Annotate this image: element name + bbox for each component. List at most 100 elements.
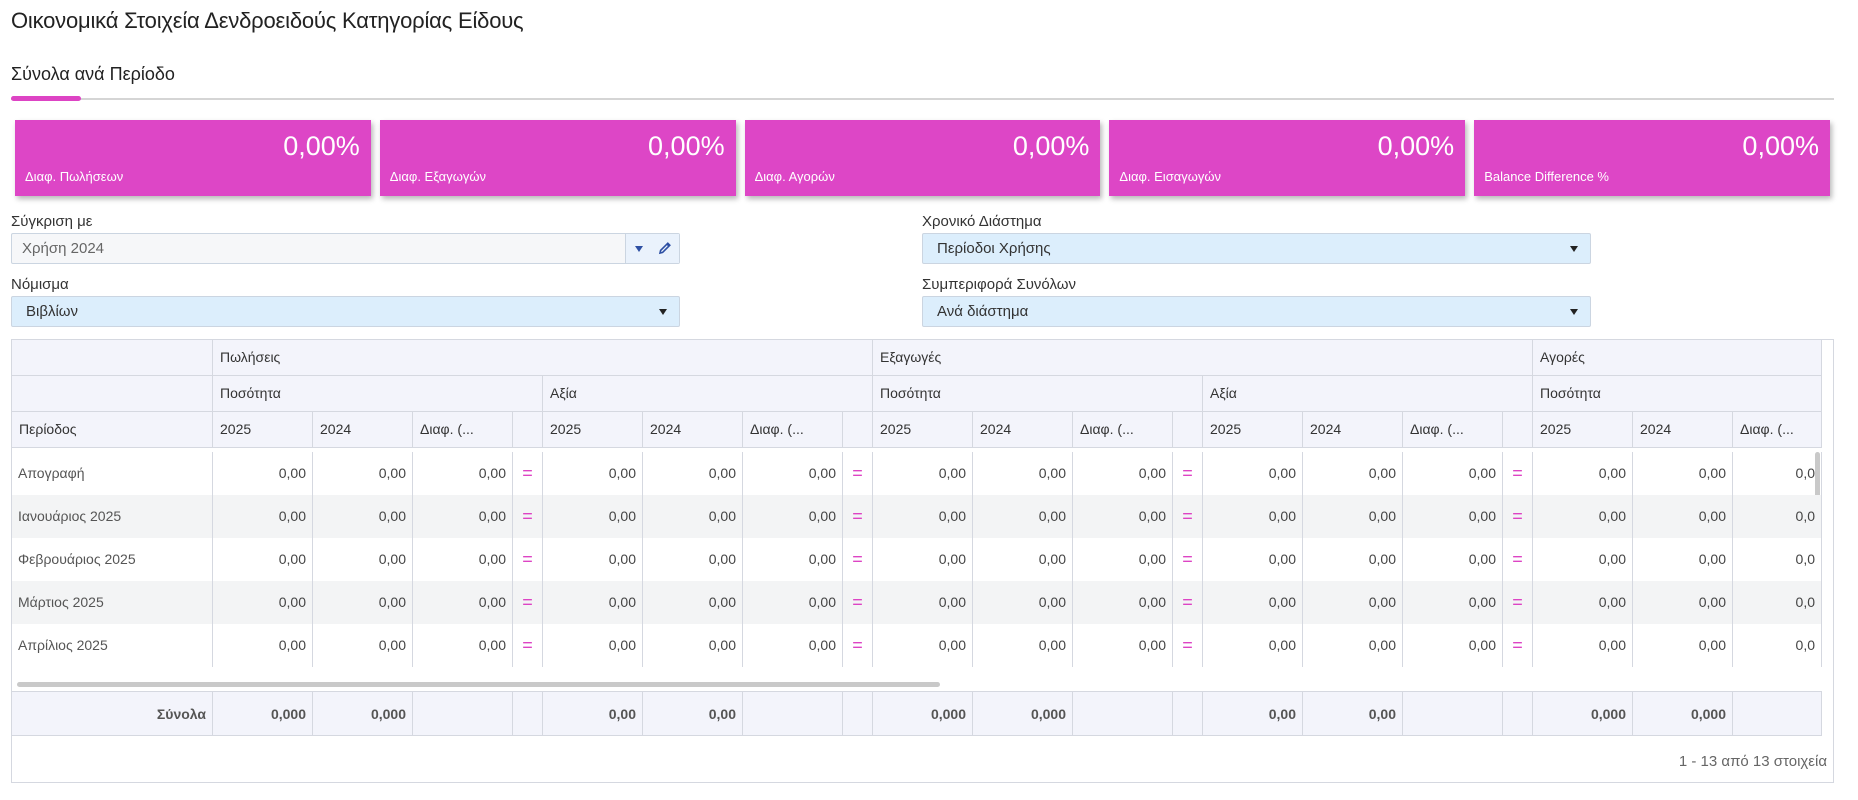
equal-indicator-icon: = xyxy=(843,452,873,495)
value-cell: 0,00 xyxy=(643,495,743,538)
header-column[interactable]: Διαφ. (... xyxy=(1073,412,1173,448)
table-row[interactable]: Φεβρουάριος 2025 0,00 0,00 0,00 = 0,00 0,00 0,0… xyxy=(12,538,1822,581)
kpi-value: 0,00% xyxy=(648,131,725,161)
header-subgroup[interactable]: Αξία xyxy=(1203,376,1533,412)
kpi-label: Διαφ. Αγορών xyxy=(754,169,835,184)
header-column[interactable]: Διαφ. (... xyxy=(743,412,843,448)
header-column[interactable]: 2025 xyxy=(1533,412,1633,448)
header-column[interactable]: 2024 xyxy=(973,412,1073,448)
equal-indicator-icon: = xyxy=(1173,452,1203,495)
equal-indicator-icon: = xyxy=(843,624,873,667)
header-group-0[interactable]: Πωλήσεις xyxy=(213,340,873,376)
header-eq-column[interactable] xyxy=(1503,412,1533,448)
currency-select[interactable]: Βιβλίων xyxy=(11,296,680,327)
pencil-icon[interactable] xyxy=(657,239,673,257)
kpi-card: 0,00% Διαφ. Εξαγωγών xyxy=(379,120,736,196)
table-row[interactable]: Απρίλιος 2025 0,00 0,00 0,00 = 0,00 0,00 0,00 = 0… xyxy=(12,624,1822,667)
totals-behavior-select[interactable]: Ανά διάστημα xyxy=(922,296,1591,327)
total-value-cell: 0,000 xyxy=(873,692,973,736)
total-value-cell: 0,000 xyxy=(313,692,413,736)
value-cell: 0,00 xyxy=(643,581,743,624)
horizontal-scrollbar[interactable] xyxy=(17,682,940,687)
value-cell: 0,00 xyxy=(743,452,843,495)
header-column[interactable]: 2024 xyxy=(643,412,743,448)
value-cell: 0,00 xyxy=(1203,452,1303,495)
value-cell: 0,00 xyxy=(543,581,643,624)
value-cell: 0,0 xyxy=(1733,495,1822,538)
header-group-1[interactable]: Εξαγωγές xyxy=(873,340,1533,376)
value-cell: 0,00 xyxy=(213,538,313,581)
header-column[interactable]: 2024 xyxy=(313,412,413,448)
value-cell: 0,0 xyxy=(1733,538,1822,581)
value-cell: 0,00 xyxy=(213,495,313,538)
header-column[interactable]: Διαφ. (... xyxy=(1403,412,1503,448)
kpi-card: 0,00% Διαφ. Αγορών xyxy=(744,120,1101,196)
value-cell: 0,00 xyxy=(1203,538,1303,581)
value-cell: 0,00 xyxy=(973,624,1073,667)
header-column[interactable]: 2025 xyxy=(873,412,973,448)
value-cell: 0,00 xyxy=(743,581,843,624)
header-group-2[interactable]: Αγορές xyxy=(1533,340,1822,376)
header-column[interactable]: 2024 xyxy=(1303,412,1403,448)
header-period[interactable]: Περίοδος xyxy=(12,412,213,448)
value-cell: 0,00 xyxy=(873,452,973,495)
header-column[interactable]: 2025 xyxy=(543,412,643,448)
equal-indicator-icon: = xyxy=(1173,538,1203,581)
tab-label: Σύνολα ανά Περίοδο xyxy=(11,64,175,84)
compare-combobox[interactable]: Χρήση 2024 xyxy=(11,233,680,264)
total-value-cell: 0,00 xyxy=(543,692,643,736)
header-eq-column[interactable] xyxy=(513,412,543,448)
value-cell: 0,00 xyxy=(313,538,413,581)
period-range-value: Περίοδοι Χρήσης xyxy=(937,240,1051,257)
table-row[interactable]: Ιανουάριος 2025 0,00 0,00 0,00 = 0,00 0,00 0,00… xyxy=(12,495,1822,538)
value-cell: 0,00 xyxy=(1633,495,1733,538)
tab-totals-per-period[interactable]: Σύνολα ανά Περίοδο xyxy=(11,64,175,85)
value-cell: 0,00 xyxy=(1303,495,1403,538)
value-cell: 0,00 xyxy=(1533,538,1633,581)
header-subgroup[interactable]: Ποσότητα xyxy=(1533,376,1822,412)
header-column[interactable]: 2025 xyxy=(213,412,313,448)
header-column[interactable]: Διαφ. (... xyxy=(1733,412,1822,448)
totals-row: Σύνολα 0,000 0,000 0,00 0,00 0,000 0,000 0,00 0,… xyxy=(12,691,1822,736)
caret-down-icon xyxy=(1570,309,1578,315)
totals-behavior-value: Ανά διάστημα xyxy=(937,303,1029,320)
value-cell: 0,00 xyxy=(313,495,413,538)
value-cell: 0,00 xyxy=(1533,624,1633,667)
header-column[interactable]: 2025 xyxy=(1203,412,1303,448)
equal-indicator-icon: = xyxy=(843,538,873,581)
table-row[interactable]: Μάρτιος 2025 0,00 0,00 0,00 = 0,00 0,00 0,00 = 0,… xyxy=(12,581,1822,624)
equal-indicator-icon: = xyxy=(513,452,543,495)
header-column[interactable]: 2024 xyxy=(1633,412,1733,448)
value-cell: 0,00 xyxy=(643,624,743,667)
header-eq-column[interactable] xyxy=(843,412,873,448)
header-subgroup[interactable]: Ποσότητα xyxy=(873,376,1203,412)
header-subgroup[interactable]: Αξία xyxy=(543,376,873,412)
total-empty-cell xyxy=(1173,692,1203,736)
value-cell: 0,00 xyxy=(1073,624,1173,667)
kpi-card: 0,00% Διαφ. Εισαγωγών xyxy=(1109,120,1466,196)
header-eq-column[interactable] xyxy=(1173,412,1203,448)
value-cell: 0,00 xyxy=(873,495,973,538)
header-subgroup[interactable]: Ποσότητα xyxy=(213,376,543,412)
value-cell: 0,00 xyxy=(1533,581,1633,624)
compare-value: Χρήση 2024 xyxy=(22,240,105,257)
value-cell: 0,00 xyxy=(1303,581,1403,624)
value-cell: 0,00 xyxy=(1533,495,1633,538)
vertical-scrollbar[interactable] xyxy=(1815,452,1820,534)
value-cell: 0,00 xyxy=(543,538,643,581)
value-cell: 0,00 xyxy=(413,624,513,667)
table-row[interactable]: Απογραφή 0,00 0,00 0,00 = 0,00 0,00 0,00 = 0,00 0,… xyxy=(12,452,1822,495)
kpi-card: 0,00% Διαφ. Πωλήσεων xyxy=(15,120,371,196)
chevron-down-icon[interactable] xyxy=(635,246,643,252)
equal-indicator-icon: = xyxy=(513,538,543,581)
equal-indicator-icon: = xyxy=(1503,581,1533,624)
value-cell: 0,00 xyxy=(1203,495,1303,538)
header-column[interactable]: Διαφ. (... xyxy=(413,412,513,448)
value-cell: 0,0 xyxy=(1733,581,1822,624)
total-value-cell: 0,00 xyxy=(1303,692,1403,736)
equal-indicator-icon: = xyxy=(513,624,543,667)
total-empty-cell xyxy=(1073,692,1173,736)
period-range-select[interactable]: Περίοδοι Χρήσης xyxy=(922,233,1591,264)
kpi-label: Διαφ. Εισαγωγών xyxy=(1119,169,1222,184)
page-title: Οικονομικά Στοιχεία Δενδροειδούς Κατηγορ… xyxy=(11,8,524,33)
